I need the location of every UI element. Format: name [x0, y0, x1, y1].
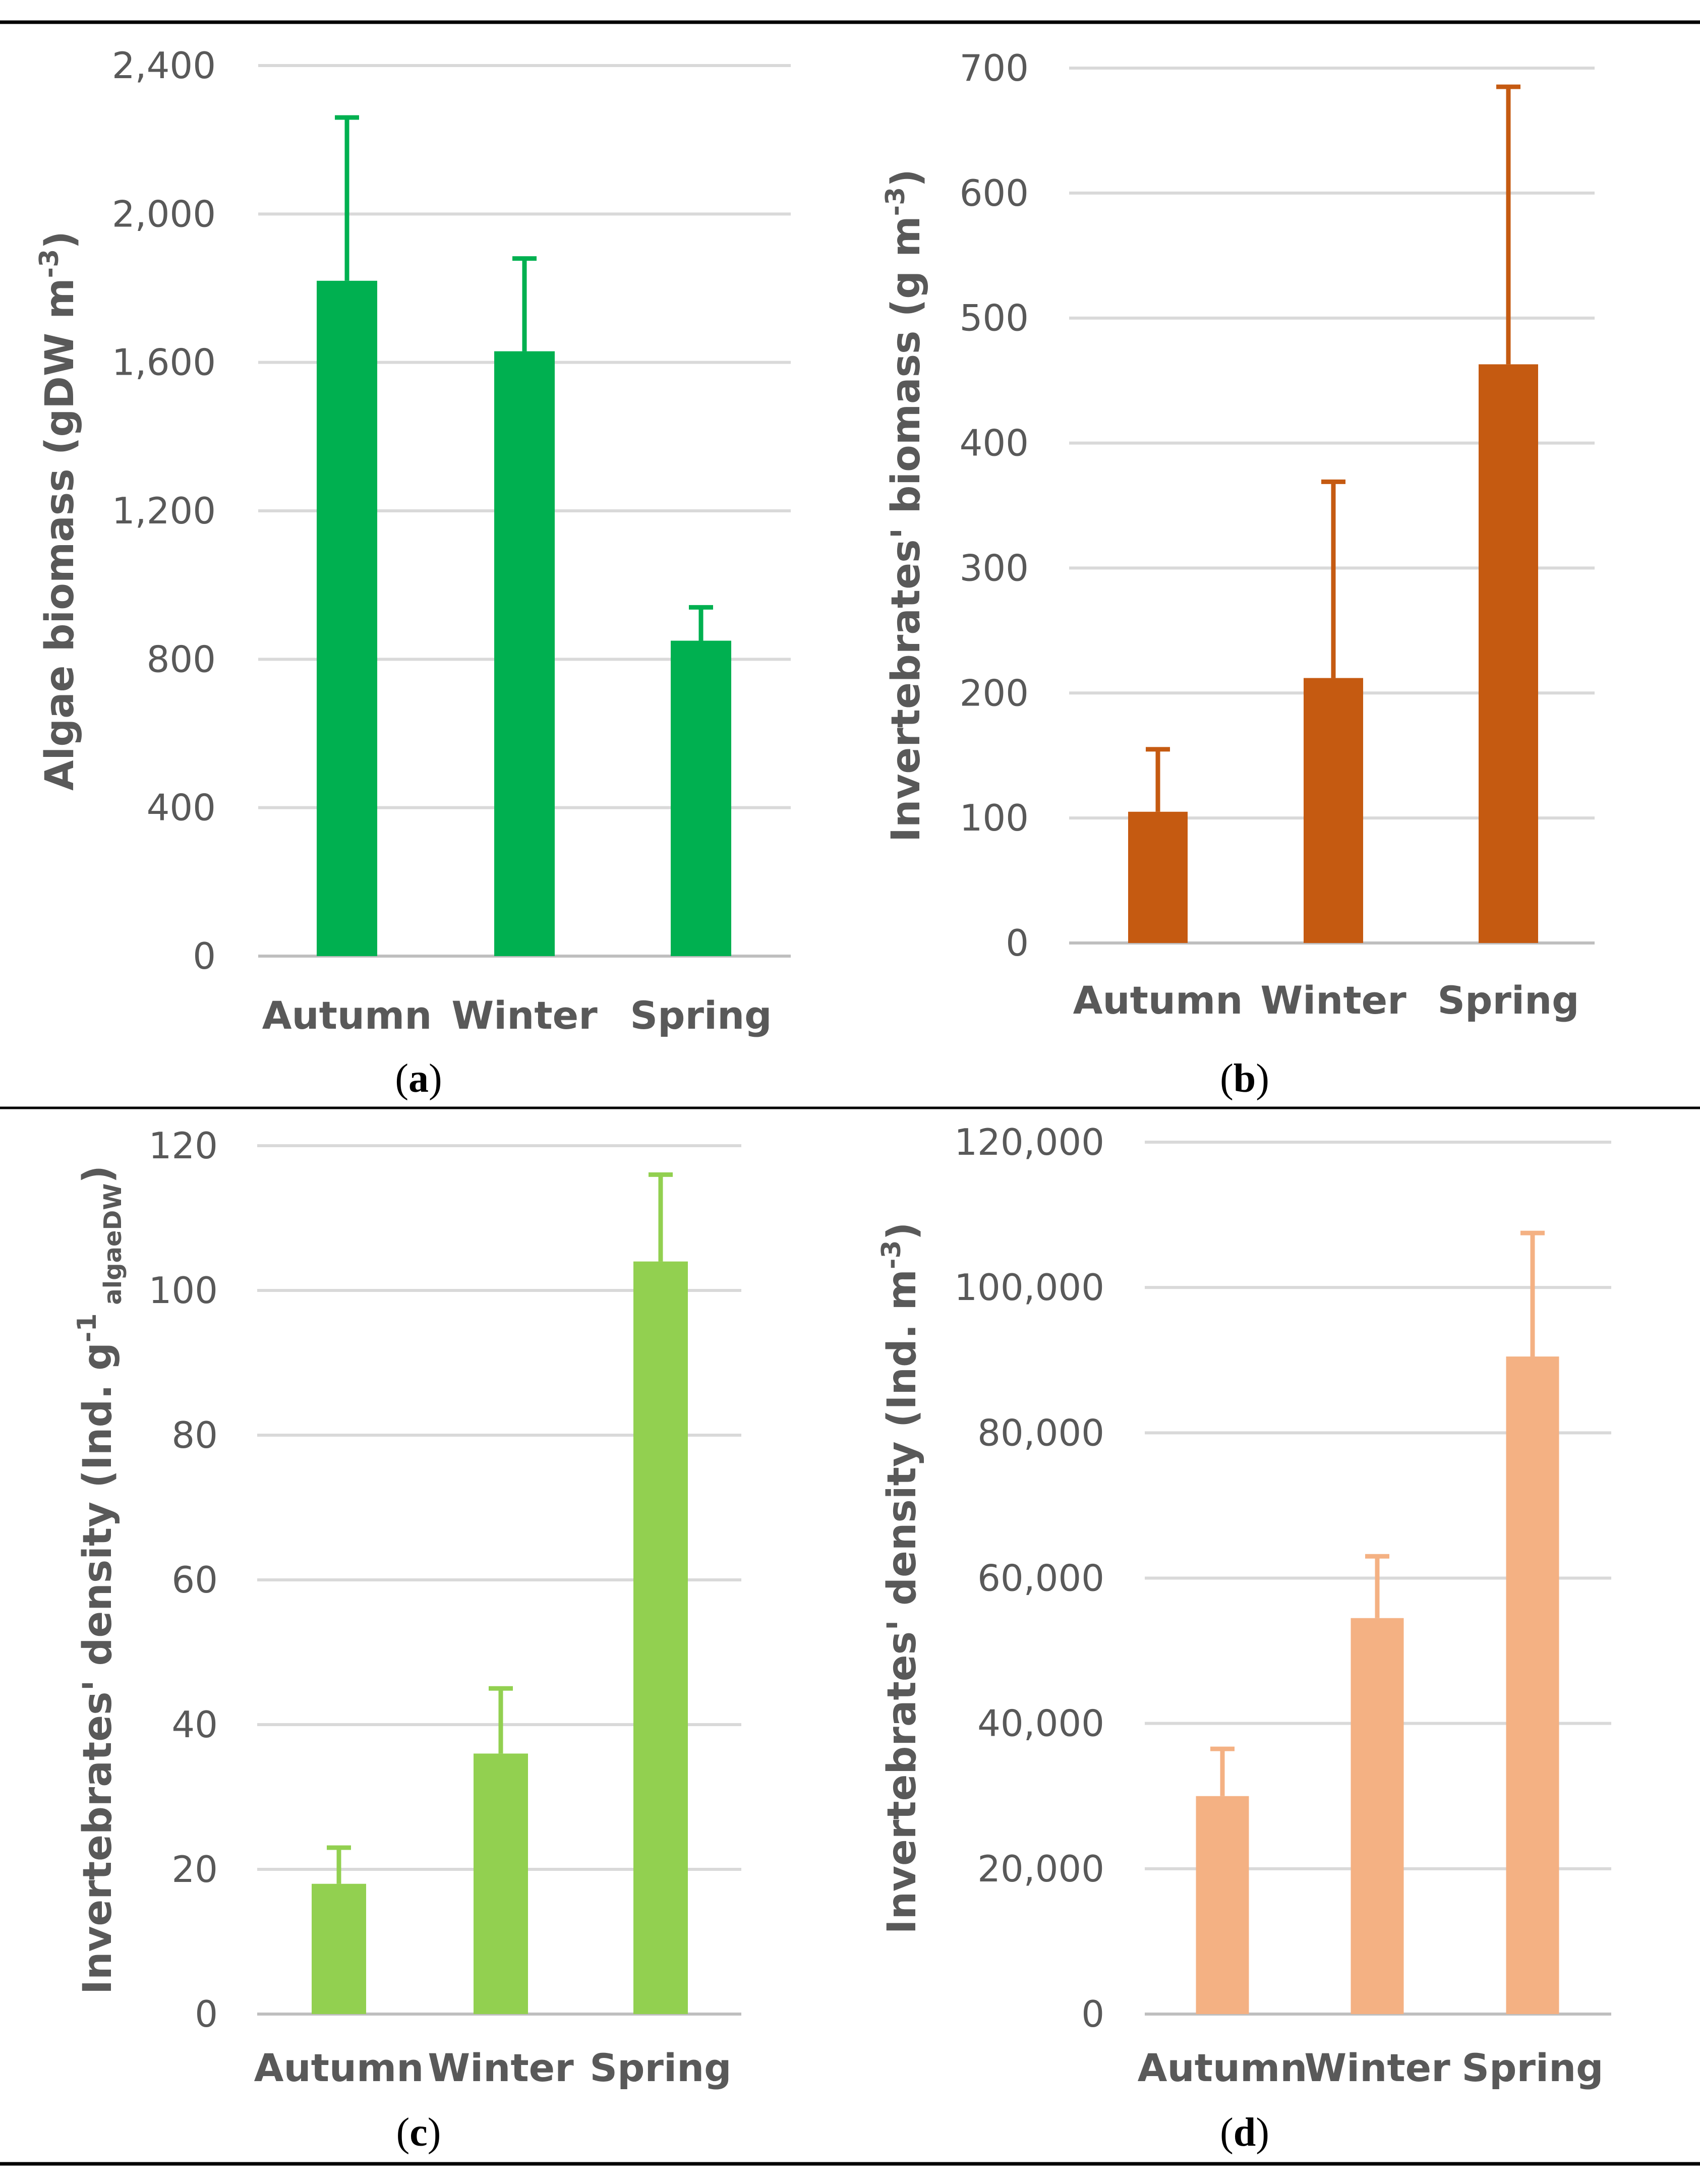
panel-d-bar-winter — [1351, 1618, 1404, 2014]
panel-d-ytick-label: 40,000 — [977, 1702, 1104, 1745]
panel-d-ytick-label: 80,000 — [977, 1411, 1104, 1454]
caption-c: (c) — [396, 2110, 441, 2155]
panel-a-ytick-label: 0 — [193, 935, 216, 977]
panel-b-category-label-autumn: Autumn — [1073, 978, 1243, 1023]
panel-c-ytick-label: 40 — [171, 1703, 218, 1746]
panel-a-bar-autumn — [317, 280, 377, 956]
panel-d-bar-spring — [1506, 1356, 1559, 2014]
panel-d-category-label-winter: Winter — [1304, 2045, 1450, 2090]
panel-a-ytick-label: 1,600 — [112, 341, 216, 384]
panel-a-category-label-spring: Spring — [630, 993, 772, 1038]
panel-a-category-label-winter: Winter — [451, 993, 598, 1038]
panel-d-chart: 0 20,000 40,000 60,000 80,000 100,000 120,000 A… — [876, 1121, 1611, 2090]
panel-c-chart: 0 20 40 60 80 100 120 Autumn Winter Spring Inverte… — [72, 1125, 741, 2090]
panel-d-ytick-label: 120,000 — [954, 1121, 1104, 1163]
panel-b-ytick-label: 700 — [960, 47, 1029, 89]
panel-d-category-label-spring: Spring — [1461, 2045, 1603, 2090]
panel-b-ytick-label: 500 — [960, 297, 1029, 339]
panel-b-ytick-label: 100 — [960, 797, 1029, 839]
caption-d: (d) — [1220, 2110, 1269, 2155]
panel-d-category-label-autumn: Autumn — [1138, 2045, 1308, 2090]
panel-b-bar-spring — [1479, 364, 1538, 943]
panel-c-ytick-label: 0 — [195, 1993, 218, 2035]
panel-c-ytick-label: 20 — [171, 1848, 218, 1891]
panel-c-ytick-label: 60 — [171, 1559, 218, 1601]
panel-b-y-axis-title: Invertebrates' biomass (g m-3) — [881, 169, 929, 842]
panel-b-ytick-label: 600 — [960, 172, 1029, 214]
panel-b-ytick-label: 400 — [960, 422, 1029, 464]
panel-a-chart: 0 400 800 1,200 1,600 2,000 2,400 Autumn Winter S… — [34, 44, 791, 1038]
panel-d-bar-autumn — [1196, 1796, 1249, 2014]
panel-c-bar-autumn — [312, 1883, 366, 2014]
panel-d-ytick-label: 60,000 — [977, 1557, 1104, 1600]
panel-d-ytick-label: 100,000 — [954, 1266, 1104, 1309]
panel-b-category-label-winter: Winter — [1260, 978, 1406, 1023]
panel-c-y-axis-title: Invertebrates' density (Ind. g-1 algaeDW… — [72, 1165, 127, 1994]
panel-c-bar-spring — [633, 1261, 688, 2014]
panel-a-y-axis-title: Algae biomass (gDW m-3) — [34, 231, 83, 791]
panel-a-ytick-label: 2,000 — [112, 193, 216, 235]
panel-b-ytick-label: 0 — [1006, 922, 1029, 964]
panel-a-ytick-label: 400 — [147, 787, 216, 829]
panel-b-ytick-label: 300 — [960, 547, 1029, 589]
panel-c-category-label-spring: Spring — [590, 2045, 731, 2090]
panel-b-chart: 0 100 200 300 400 500 600 700 Autumn Winter Spring… — [881, 47, 1595, 1023]
panel-a-ytick-label: 1,200 — [112, 490, 216, 532]
panel-c-bar-winter — [474, 1753, 528, 2014]
panel-d-y-axis-title: Invertebrates' density (Ind. m-3) — [876, 1222, 925, 1934]
panel-a-bar-spring — [671, 640, 731, 956]
panel-c-ytick-label: 120 — [149, 1125, 218, 1167]
panel-d-ytick-label: 20,000 — [977, 1848, 1104, 1890]
panel-a-ytick-label: 2,400 — [112, 44, 216, 87]
panel-b-category-label-spring: Spring — [1437, 978, 1579, 1023]
panel-c-category-label-autumn: Autumn — [254, 2045, 424, 2090]
panel-a-category-label-autumn: Autumn — [262, 993, 432, 1038]
panel-c-category-label-winter: Winter — [428, 2045, 574, 2090]
panel-a-ytick-label: 800 — [147, 638, 216, 680]
panel-c-ytick-label: 100 — [149, 1269, 218, 1312]
panel-c-ytick-label: 80 — [171, 1414, 218, 1456]
panel-b-bar-autumn — [1128, 811, 1188, 943]
panel-b-bar-winter — [1304, 678, 1363, 943]
panel-d-ytick-label: 0 — [1081, 1993, 1104, 2035]
panel-a-bar-winter — [494, 351, 555, 956]
panel-b-ytick-label: 200 — [960, 672, 1029, 714]
caption-a: (a) — [395, 1056, 442, 1101]
caption-b: (b) — [1220, 1056, 1269, 1101]
